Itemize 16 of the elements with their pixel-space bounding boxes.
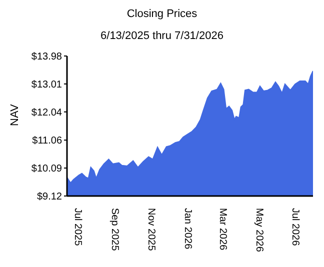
x-tick-label: Jul 2025 (72, 208, 84, 246)
y-tick-label: $12.04 (31, 107, 62, 118)
y-tick-label: $13.01 (31, 79, 62, 90)
x-tick-label: Sep 2025 (109, 208, 120, 252)
chart-title: Closing Prices (126, 8, 198, 20)
x-tick-label: Mar 2026 (216, 208, 228, 251)
y-tick-label: $10.09 (31, 164, 62, 175)
chart-subtitle: 6/13/2025 thru 7/31/2026 (100, 30, 224, 42)
x-tick-label: Jul 2026 (290, 208, 301, 246)
y-tick-label: $13.98 (31, 52, 62, 63)
x-tick-label: Nov 2025 (145, 208, 156, 252)
y-tick-label: $9.12 (36, 192, 62, 203)
x-tick-label: May 2026 (253, 208, 264, 252)
y-axis-title: NAV (8, 104, 21, 126)
y-tick-label: $11.06 (32, 136, 62, 147)
x-tick-label: Jan 2026 (182, 208, 193, 250)
